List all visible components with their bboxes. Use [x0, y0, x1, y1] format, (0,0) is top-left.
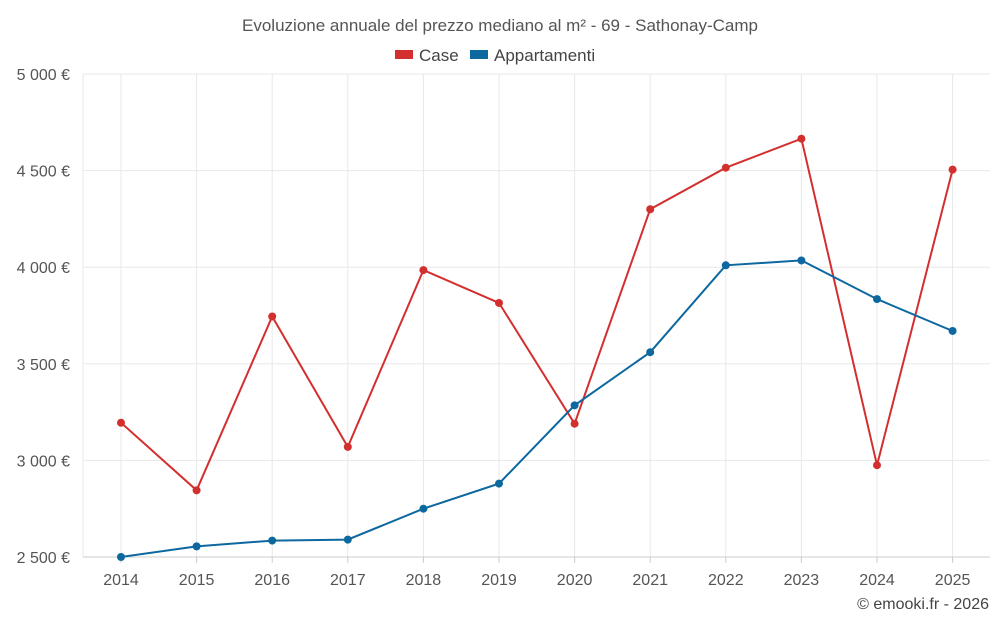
data-point-appartamenti	[873, 295, 881, 304]
x-tick-label: 2017	[330, 572, 366, 589]
x-tick-label: 2015	[179, 572, 215, 589]
data-point-case	[948, 165, 957, 174]
data-point-case	[343, 442, 352, 451]
legend-label-case[interactable]: Case	[419, 46, 459, 65]
x-tick-label: 2024	[859, 572, 895, 589]
x-tick-label: 2022	[708, 572, 744, 589]
y-tick-label: 3 000 €	[17, 453, 70, 470]
data-point-case	[268, 312, 277, 321]
x-tick-label: 2021	[632, 572, 668, 589]
x-tick-label: 2018	[406, 572, 442, 589]
x-tick-label: 2020	[557, 572, 593, 589]
data-point-case	[873, 461, 881, 470]
data-point-appartamenti	[495, 479, 503, 488]
data-point-case	[646, 205, 655, 214]
data-point-case	[117, 418, 125, 427]
data-point-appartamenti	[192, 542, 201, 551]
data-point-appartamenti	[117, 553, 125, 561]
series-lines	[117, 134, 957, 561]
data-point-appartamenti	[797, 256, 806, 265]
series-line-case	[120, 137, 954, 492]
y-tick-label: 4 500 €	[17, 164, 70, 181]
legend-swatch-appartamenti	[470, 50, 488, 59]
axes: 2 500 € 3 000 € 3 500 € 4 000 € 4 500 € 5 000…	[17, 67, 990, 589]
y-tick-label: 5 000 €	[17, 67, 70, 84]
legend-swatch-case	[395, 50, 413, 59]
data-point-appartamenti	[570, 401, 579, 410]
x-tick-label: 2014	[103, 572, 139, 589]
x-tick-label: 2016	[254, 572, 290, 589]
x-tick-label: 2025	[935, 572, 971, 589]
x-tick-label: 2019	[481, 572, 517, 589]
grid-lines	[82, 73, 990, 557]
data-point-appartamenti	[721, 261, 730, 270]
data-point-case	[192, 486, 201, 495]
y-tick-label: 3 500 €	[17, 357, 70, 374]
y-tick-label: 2 500 €	[17, 550, 70, 567]
data-point-case	[419, 266, 428, 275]
legend-label-appartamenti[interactable]: Appartamenti	[494, 46, 595, 65]
legend: Case Appartamenti	[395, 46, 595, 65]
data-point-case	[721, 163, 730, 172]
data-point-appartamenti	[646, 348, 655, 357]
data-point-case	[495, 298, 503, 307]
credit-text: © emooki.fr - 2026	[857, 596, 989, 613]
data-point-appartamenti	[343, 535, 352, 544]
chart-title: Evoluzione annuale del prezzo mediano al…	[242, 16, 758, 35]
data-point-case	[570, 419, 579, 428]
data-point-appartamenti	[948, 326, 957, 335]
x-tick-label: 2023	[784, 572, 820, 589]
data-point-appartamenti	[268, 536, 277, 545]
y-tick-label: 4 000 €	[17, 260, 70, 277]
data-point-case	[797, 134, 806, 143]
series-line-appartamenti	[120, 259, 953, 558]
data-point-appartamenti	[419, 504, 428, 513]
